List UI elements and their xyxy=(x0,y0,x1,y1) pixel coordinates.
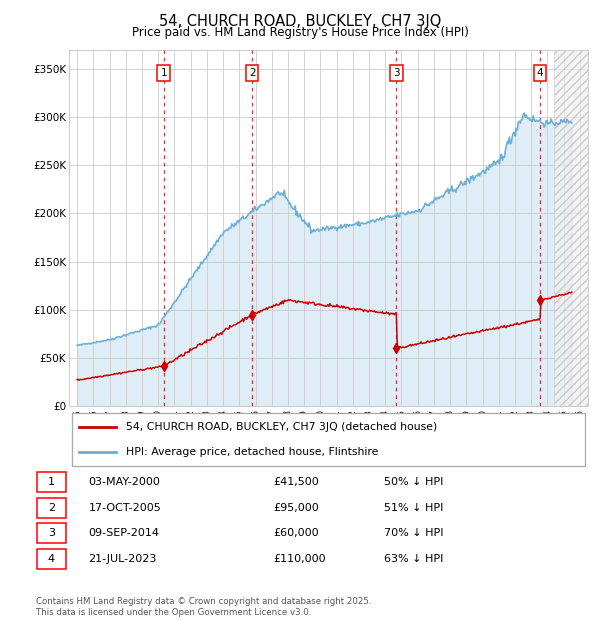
Text: Price paid vs. HM Land Registry's House Price Index (HPI): Price paid vs. HM Land Registry's House … xyxy=(131,26,469,39)
Text: £110,000: £110,000 xyxy=(274,554,326,564)
Text: 1: 1 xyxy=(160,68,167,78)
Text: 1: 1 xyxy=(48,477,55,487)
Text: HPI: Average price, detached house, Flintshire: HPI: Average price, detached house, Flin… xyxy=(126,447,379,457)
Text: 51% ↓ HPI: 51% ↓ HPI xyxy=(384,503,443,513)
Text: 2: 2 xyxy=(249,68,256,78)
Text: £95,000: £95,000 xyxy=(274,503,319,513)
Text: 70% ↓ HPI: 70% ↓ HPI xyxy=(384,528,443,538)
Text: 03-MAY-2000: 03-MAY-2000 xyxy=(88,477,160,487)
Text: Contains HM Land Registry data © Crown copyright and database right 2025.
This d: Contains HM Land Registry data © Crown c… xyxy=(36,598,371,617)
FancyBboxPatch shape xyxy=(37,472,66,492)
Text: £41,500: £41,500 xyxy=(274,477,319,487)
Text: 17-OCT-2005: 17-OCT-2005 xyxy=(88,503,161,513)
Text: 4: 4 xyxy=(537,68,544,78)
Text: 21-JUL-2023: 21-JUL-2023 xyxy=(88,554,157,564)
FancyBboxPatch shape xyxy=(37,523,66,543)
FancyBboxPatch shape xyxy=(37,498,66,518)
Text: 54, CHURCH ROAD, BUCKLEY, CH7 3JQ: 54, CHURCH ROAD, BUCKLEY, CH7 3JQ xyxy=(159,14,441,29)
Text: £60,000: £60,000 xyxy=(274,528,319,538)
Text: 3: 3 xyxy=(393,68,400,78)
Text: 50% ↓ HPI: 50% ↓ HPI xyxy=(384,477,443,487)
Text: 09-SEP-2014: 09-SEP-2014 xyxy=(88,528,160,538)
Text: 3: 3 xyxy=(48,528,55,538)
FancyBboxPatch shape xyxy=(37,549,66,569)
Text: 4: 4 xyxy=(48,554,55,564)
Text: 54, CHURCH ROAD, BUCKLEY, CH7 3JQ (detached house): 54, CHURCH ROAD, BUCKLEY, CH7 3JQ (detac… xyxy=(126,422,437,432)
FancyBboxPatch shape xyxy=(71,414,586,466)
Text: 2: 2 xyxy=(48,503,55,513)
Text: 63% ↓ HPI: 63% ↓ HPI xyxy=(384,554,443,564)
